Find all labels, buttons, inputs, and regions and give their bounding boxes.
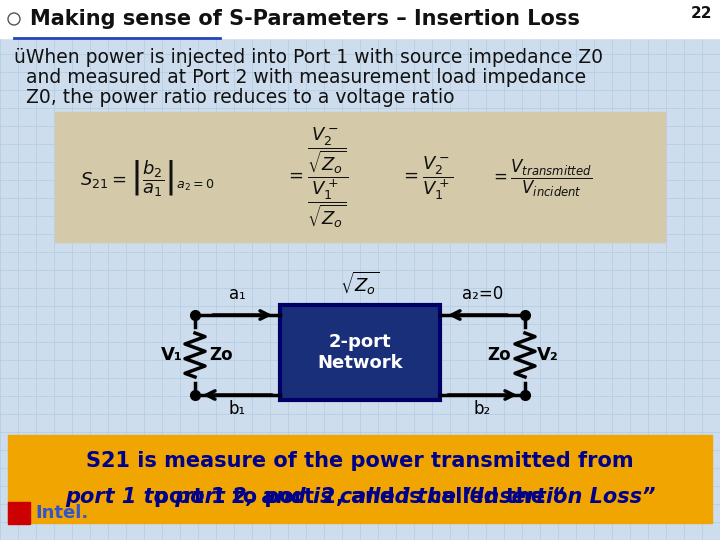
Text: Intel.: Intel. xyxy=(35,504,89,522)
Text: V₂: V₂ xyxy=(537,346,559,364)
Bar xyxy=(0,0,720,38)
Text: Zo: Zo xyxy=(209,346,233,364)
Text: Zo: Zo xyxy=(487,346,511,364)
Text: and measured at Port 2 with measurement load impedance: and measured at Port 2 with measurement … xyxy=(14,68,586,87)
Text: a₁: a₁ xyxy=(229,285,246,303)
Text: V₁: V₁ xyxy=(161,346,183,364)
Text: S21 is measure of the power transmitted from: S21 is measure of the power transmitted … xyxy=(86,451,634,471)
Text: $S_{21} = \left|\dfrac{b_2}{a_1}\right|_{a_2=0}$: $S_{21} = \left|\dfrac{b_2}{a_1}\right|_… xyxy=(80,158,215,198)
Bar xyxy=(280,305,440,400)
Text: $\sqrt{Z_o}$: $\sqrt{Z_o}$ xyxy=(341,270,379,297)
Circle shape xyxy=(8,13,20,25)
Text: port 1 to port 2, and is called the “Insertion Loss”: port 1 to port 2, and is called the “Ins… xyxy=(65,487,655,507)
Text: 22: 22 xyxy=(690,6,712,21)
Text: Making sense of S-Parameters – Insertion Loss: Making sense of S-Parameters – Insertion… xyxy=(30,9,580,29)
Text: b₂: b₂ xyxy=(474,400,491,418)
Text: Z0, the power ratio reduces to a voltage ratio: Z0, the power ratio reduces to a voltage… xyxy=(14,88,454,107)
Bar xyxy=(8,502,30,524)
Text: $= \dfrac{\dfrac{V_2^-}{\sqrt{Z_o}}}{\dfrac{V_1^+}{\sqrt{Z_o}}}$: $= \dfrac{\dfrac{V_2^-}{\sqrt{Z_o}}}{\df… xyxy=(285,126,348,231)
Text: 2-port
Network: 2-port Network xyxy=(318,333,402,372)
Text: üWhen power is injected into Port 1 with source impedance Z0: üWhen power is injected into Port 1 with… xyxy=(14,48,603,67)
Text: $= \dfrac{V_{transmitted}}{V_{incident}}$: $= \dfrac{V_{transmitted}}{V_{incident}}… xyxy=(490,157,593,199)
Bar xyxy=(8,435,712,523)
Text: port 1 to port 2, and is called the “: port 1 to port 2, and is called the “ xyxy=(154,487,566,507)
Text: b₁: b₁ xyxy=(229,400,246,418)
Bar xyxy=(55,112,665,242)
Text: $= \dfrac{V_2^-}{V_1^+}$: $= \dfrac{V_2^-}{V_1^+}$ xyxy=(400,154,454,201)
Text: a₂=0: a₂=0 xyxy=(462,285,503,303)
